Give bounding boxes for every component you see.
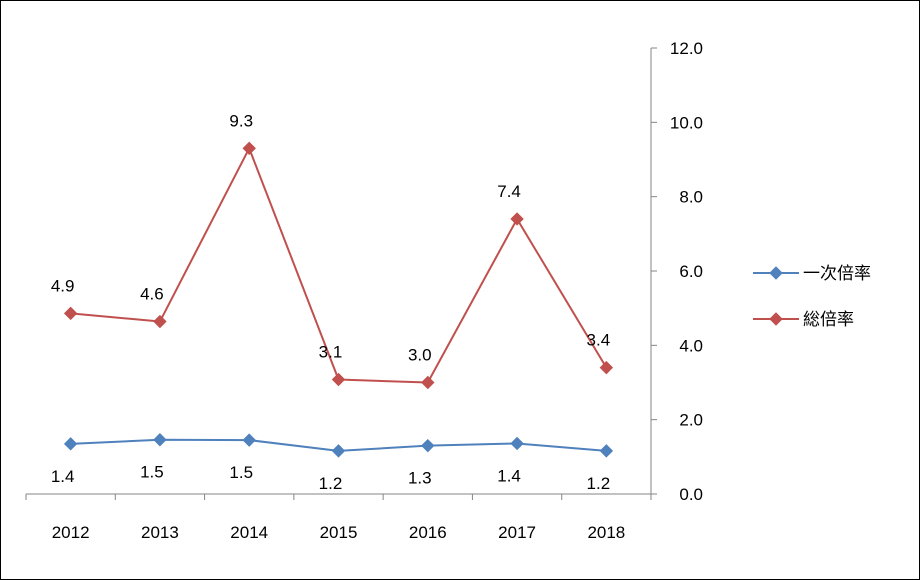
series-1-point (599, 360, 614, 375)
series-1-point (510, 212, 524, 226)
legend-marker-0 (769, 266, 783, 280)
series-0-point (331, 444, 346, 458)
series-0-point (63, 437, 78, 451)
series-0-data-label: 1.5 (140, 463, 164, 482)
series-1-point (153, 314, 167, 329)
series-1-point (242, 141, 256, 156)
y-tick-label: 4.0 (679, 336, 703, 355)
series-1-data-label: 4.9 (51, 276, 75, 295)
legend-label-1: 総倍率 (803, 310, 854, 329)
series-0-data-label: 1.5 (229, 463, 253, 482)
y-axis: 0.0 2.0 4.0 6.0 8.0 10.0 12.0 (650, 39, 703, 504)
x-tick-label: 2013 (141, 523, 179, 542)
series-0-data-label: 1.2 (587, 474, 611, 493)
series-area (63, 141, 614, 458)
legend-label-0: 一次倍率 (803, 264, 871, 283)
series-1-data-label: 7.4 (497, 182, 521, 201)
series-1-data-label: 4.6 (140, 285, 164, 304)
x-axis: 2012 2013 2014 2015 2016 2017 2018 (25, 493, 652, 542)
y-tick-label: 6.0 (679, 262, 703, 281)
x-tick-label: 2017 (498, 523, 536, 542)
y-tick-label: 10.0 (670, 113, 703, 132)
y-tick-label: 2.0 (679, 411, 703, 430)
series-1-data-label: 3.0 (408, 346, 432, 365)
series-0-data-label: 1.4 (497, 466, 521, 485)
y-tick-label: 8.0 (679, 188, 703, 207)
x-tick-label: 2015 (320, 523, 358, 542)
series-0-data-label: 1.4 (51, 467, 75, 486)
x-tick-label: 2018 (587, 523, 625, 542)
series-1-point (421, 375, 435, 390)
series-0-point (421, 438, 435, 453)
x-tick-label: 2012 (52, 523, 90, 542)
series-1-data-label: 3.4 (587, 331, 611, 350)
legend-marker-1 (769, 312, 783, 326)
series-1-point (331, 372, 346, 387)
series-0-point (510, 436, 524, 451)
x-tick-label: 2016 (409, 523, 447, 542)
series-1-data-label: 9.3 (229, 111, 253, 130)
y-tick-label: 0.0 (679, 485, 703, 504)
series-0-point (599, 444, 614, 458)
series-1-data-label: 3.1 (319, 343, 343, 362)
y-tick-label: 12.0 (670, 39, 703, 58)
series-1-point (63, 306, 78, 321)
series-0-point (242, 433, 256, 447)
data-labels: 1.4 1.5 1.5 1.2 1.3 1.4 1.2 4.9 4.6 9.3 3.1 3.0 7.4 3… (51, 111, 610, 493)
series-0-point (153, 433, 167, 447)
series-0-data-label: 1.3 (408, 469, 432, 488)
series-0-data-label: 1.2 (319, 474, 343, 493)
x-tick-label: 2014 (230, 523, 268, 542)
